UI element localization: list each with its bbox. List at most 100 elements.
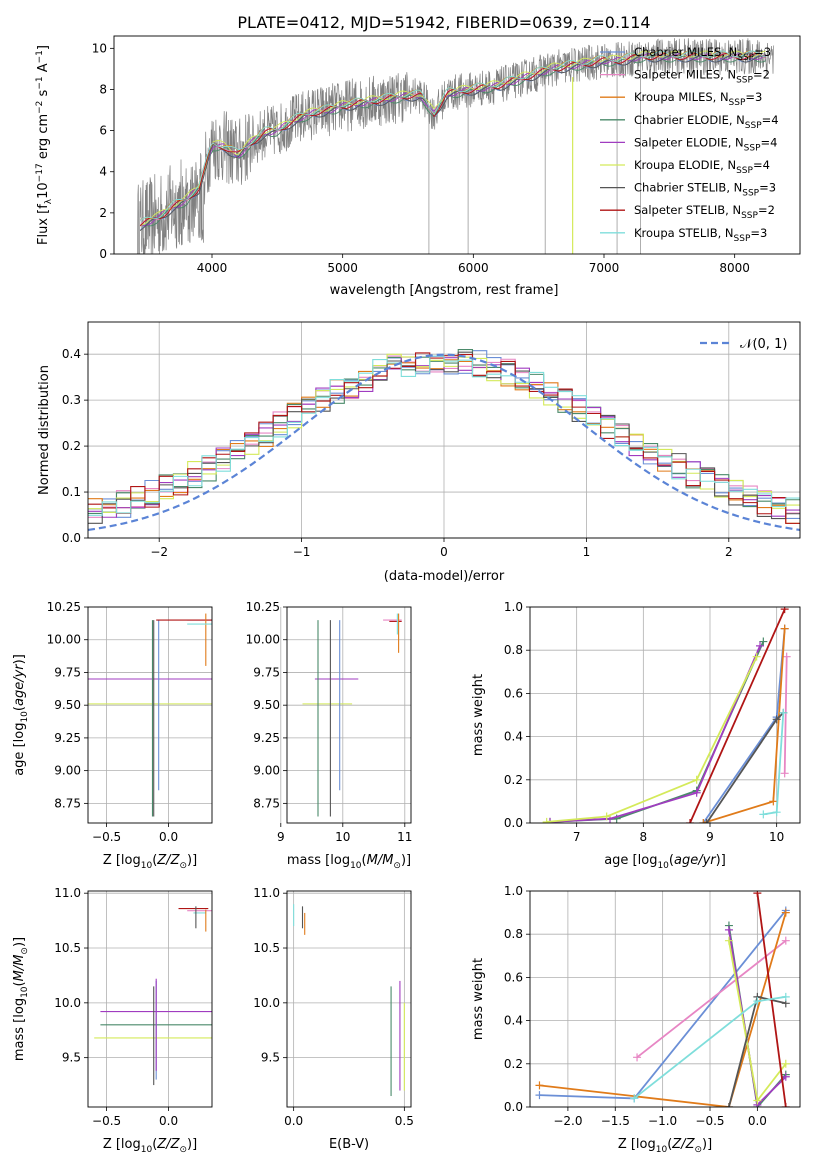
y-axis-label-part: −2 — [35, 101, 45, 114]
axes-frame — [529, 890, 801, 1108]
x-axis-label-part: 10 — [141, 861, 153, 871]
x-axis-label-part: ( — [669, 853, 674, 868]
x-tick-label: 9 — [277, 830, 285, 844]
y-tick-label: 0.3 — [62, 393, 81, 407]
weight-marker — [702, 819, 711, 823]
x-tick-label: 10 — [769, 830, 784, 844]
y-axis-label-part: ⊙ — [20, 947, 30, 955]
x-tick-label: 0.5 — [395, 1114, 414, 1128]
weight-marker — [535, 1081, 544, 1090]
legend-entry-part: =2 — [758, 203, 775, 217]
y-tick-label: 6 — [99, 124, 107, 138]
legend-entry-part: SSP — [742, 189, 759, 199]
y-tick-label: 0.2 — [62, 439, 81, 453]
y-axis-label-part: ] — [36, 45, 51, 50]
x-axis-label-part: mass [log — [287, 853, 350, 868]
legend-entry-part: SSP — [736, 76, 753, 86]
x-axis-label-part: E(B-V) — [329, 1137, 369, 1152]
weight-marker — [756, 641, 764, 650]
weight-marker — [759, 810, 768, 819]
weight-marker — [753, 891, 762, 898]
x-axis-label-part: Z/Z — [156, 853, 180, 868]
y-axis-label-part: 10 — [20, 986, 30, 998]
y-tick-label: 0.6 — [504, 970, 523, 984]
weight-line — [636, 939, 787, 1059]
legend-entry-part: Kroupa STELIB, N — [634, 226, 734, 240]
y-axis-label-part: −1 — [35, 76, 45, 89]
x-tick-label: −1 — [293, 545, 311, 559]
legend-entry-part: Salpeter ELODIE, N — [634, 135, 744, 149]
y-tick-label: 11.0 — [253, 886, 280, 900]
legend-entry: Kroupa STELIB, NSSP=3 — [634, 226, 767, 244]
weight-marker — [724, 925, 733, 934]
residual-histogram-panel: −2 −1 0 1 2 0.0 0.1 0.2 0.3 0.4 𝒩(0, 1) (data-model… — [37, 321, 801, 584]
legend-entry: Kroupa MILES, NSSP=3 — [634, 90, 762, 108]
y-axis-label-part: −1 — [35, 50, 45, 63]
y-axis-label-part: s — [36, 89, 51, 100]
y-axis-label-part: age/yr — [12, 663, 27, 706]
x-axis-label-part: 10 — [657, 861, 669, 871]
x-axis-label-part: Z/Z — [671, 1137, 695, 1152]
x-axis-label: wavelength [Angstrom, rest frame] — [330, 283, 559, 298]
legend-entry-part: =3 — [754, 45, 771, 59]
x-axis-label-part: ⊙ — [179, 861, 187, 871]
y-axis-label-part: )] — [12, 937, 27, 947]
spectrum-panel: 4000 5000 6000 7000 8000 0 2 4 6 8 10 Chabrier MILE… — [35, 35, 801, 298]
axes-frame — [113, 35, 801, 255]
y-axis-label-part: λ — [44, 198, 54, 204]
y-tick-label: 10.25 — [246, 600, 280, 614]
x-tick-label: 0 — [440, 545, 448, 559]
x-axis-label-part: ⊙ — [179, 1145, 187, 1155]
x-tick-label: 9 — [706, 830, 714, 844]
legend-entry-part: Kroupa MILES, N — [634, 90, 729, 104]
plot-area — [137, 38, 775, 254]
y-tick-label: 0.0 — [504, 1100, 523, 1114]
x-axis-label-part: Z/Z — [156, 1137, 180, 1152]
x-tick-label: −1.5 — [601, 1114, 630, 1128]
y-tick-label: 2 — [99, 206, 107, 220]
weight-marker — [769, 797, 778, 806]
weight-marker — [780, 607, 789, 614]
x-axis-label: Z [log10(Z/Z⊙)] — [103, 1137, 197, 1155]
plot-area — [535, 891, 790, 1107]
x-axis-label-part: Z [log — [103, 1137, 141, 1152]
legend-entry: Salpeter STELIB, NSSP=2 — [634, 203, 775, 221]
y-tick-label: 10.00 — [246, 633, 280, 647]
weight-marker — [781, 1103, 790, 1107]
histogram-step — [88, 355, 800, 516]
weight-marker — [781, 908, 790, 917]
y-tick-label: 1.0 — [504, 600, 523, 614]
x-axis-label: age [log10(age/yr)] — [604, 853, 726, 871]
x-tick-label: 7000 — [589, 261, 620, 275]
legend-entry: Chabrier STELIB, NSSP=3 — [634, 181, 776, 199]
x-axis-label-part: ( — [152, 853, 157, 868]
y-axis-label-part: 10 — [36, 182, 51, 199]
y-tick-label: 9.50 — [253, 698, 280, 712]
x-tick-label: 4000 — [197, 261, 228, 275]
model-fit-line — [139, 55, 766, 231]
weight-marker — [535, 1091, 544, 1100]
weight-marker — [633, 1053, 642, 1062]
weight-line — [689, 608, 786, 823]
y-tick-label: 0.0 — [504, 816, 523, 830]
y-axis-label: age [log10(age/yr)] — [12, 654, 30, 776]
y-tick-label: 4 — [99, 165, 107, 179]
histogram-step — [88, 351, 800, 524]
y-tick-label: 9.00 — [253, 764, 280, 778]
weight-line — [539, 912, 787, 1107]
weight-marker — [782, 652, 791, 661]
x-axis-label-part: ( — [362, 853, 367, 868]
x-tick-label: 0.0 — [284, 1114, 303, 1128]
model-fit-line — [140, 53, 767, 226]
y-tick-label: 9.5 — [62, 1051, 81, 1065]
histogram-step — [88, 353, 800, 513]
x-axis-label: (data-model)/error — [384, 569, 505, 584]
y-axis-label-part: mass [log — [12, 998, 27, 1061]
y-tick-label: 0.8 — [504, 643, 523, 657]
x-axis-label-part: )] — [716, 853, 726, 868]
x-tick-label: −0.5 — [92, 830, 121, 844]
plot-area — [94, 906, 212, 1086]
x-tick-label: 10 — [335, 830, 350, 844]
legend-entry-part: SSP — [744, 143, 761, 153]
